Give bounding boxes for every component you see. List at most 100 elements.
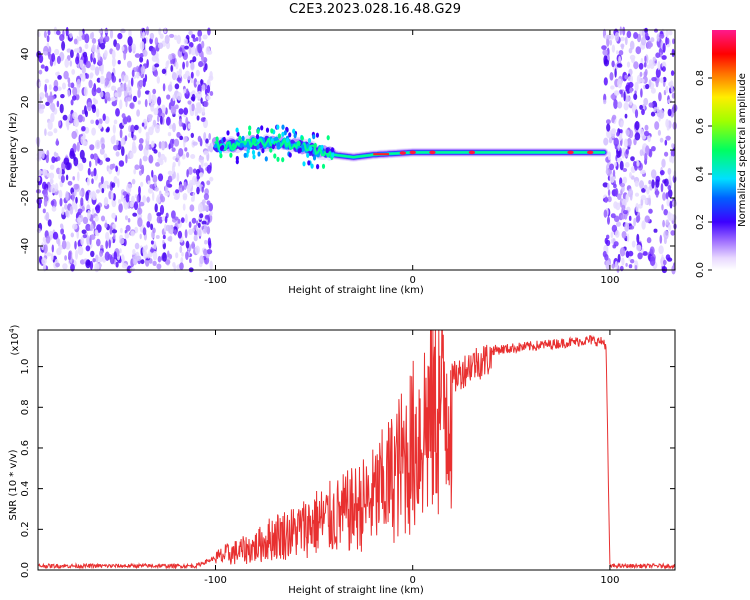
noise-speckle xyxy=(50,112,55,123)
noise-speckle xyxy=(206,200,211,205)
noise-speckle xyxy=(99,36,104,44)
signal-blob xyxy=(326,135,330,141)
noise-speckle xyxy=(64,255,67,261)
noise-speckle xyxy=(647,40,652,49)
spectrogram-y-ticks: -40 -20 0 20 40 xyxy=(20,48,675,254)
noise-speckle xyxy=(96,87,102,94)
noise-speckle xyxy=(196,115,200,121)
noise-speckle xyxy=(189,258,192,264)
noise-speckle xyxy=(619,160,624,171)
noise-speckle xyxy=(99,75,105,85)
x-tick-label: 100 xyxy=(600,575,619,586)
noise-speckle xyxy=(154,63,160,68)
noise-speckle xyxy=(65,210,69,218)
noise-speckle xyxy=(147,212,152,222)
noise-speckle xyxy=(669,200,673,209)
noise-speckle xyxy=(203,66,207,73)
noise-speckle xyxy=(662,76,667,83)
noise-speckle xyxy=(659,170,665,176)
noise-speckle xyxy=(184,45,190,50)
noise-speckle xyxy=(81,72,86,82)
signal-blob xyxy=(297,140,301,147)
noise-speckle xyxy=(38,108,44,114)
signal-blob xyxy=(248,125,252,131)
noise-speckle xyxy=(204,88,208,96)
noise-speckle xyxy=(153,149,158,154)
noise-speckle xyxy=(90,234,96,240)
noise-speckle xyxy=(153,69,159,77)
noise-speckle xyxy=(159,115,163,125)
noise-speckle xyxy=(185,60,189,68)
colorbar-tick-label: 0.2 xyxy=(695,214,706,230)
noise-speckle xyxy=(639,170,646,175)
noise-speckle xyxy=(618,133,623,141)
snr-y-scale-note: (x104) xyxy=(8,324,21,355)
noise-speckle xyxy=(162,83,166,92)
noise-speckle xyxy=(634,192,640,197)
noise-speckle xyxy=(154,203,158,213)
noise-speckle xyxy=(136,194,140,204)
noise-speckle xyxy=(185,251,189,260)
noise-speckle xyxy=(178,118,183,127)
noise-speckle xyxy=(113,251,118,260)
noise-speckle xyxy=(176,77,181,82)
noise-speckle xyxy=(182,193,188,199)
noise-speckle xyxy=(179,245,183,253)
noise-speckle xyxy=(658,33,665,39)
noise-speckle xyxy=(91,44,97,53)
noise-speckle xyxy=(183,88,187,94)
noise-speckle xyxy=(145,26,150,36)
noise-speckle xyxy=(138,126,142,134)
noise-speckle xyxy=(174,83,180,90)
x-tick-label: -100 xyxy=(204,575,227,586)
noise-speckle xyxy=(121,46,125,52)
noise-speckle xyxy=(69,60,73,67)
noise-speckle xyxy=(618,55,621,63)
noise-speckle xyxy=(99,148,105,155)
noise-speckle xyxy=(651,100,658,109)
noise-speckle xyxy=(630,156,635,162)
noise-speckle xyxy=(156,212,162,217)
noise-speckle xyxy=(134,242,140,250)
noise-speckle xyxy=(171,72,177,81)
noise-speckle xyxy=(619,89,623,95)
noise-speckle xyxy=(621,151,625,159)
noise-speckle xyxy=(111,212,116,219)
noise-speckle xyxy=(131,195,135,205)
noise-speckle xyxy=(152,88,157,95)
noise-speckle xyxy=(611,263,615,269)
noise-speckle xyxy=(141,164,145,175)
noise-speckle xyxy=(78,29,83,37)
noise-speckle xyxy=(65,26,69,37)
noise-speckle xyxy=(657,60,661,71)
noise-speckle xyxy=(647,135,651,143)
noise-speckle xyxy=(155,162,161,167)
noise-speckle xyxy=(644,124,649,131)
noise-speckle xyxy=(170,65,173,72)
snr-x-ticks: -100 0 100 xyxy=(204,330,619,586)
noise-speckle xyxy=(147,114,153,119)
noise-speckle xyxy=(113,119,118,125)
noise-speckle xyxy=(650,169,657,179)
noise-speckle xyxy=(89,32,94,40)
noise-speckle xyxy=(653,228,658,233)
signal-blob xyxy=(276,156,280,162)
noise-speckle xyxy=(114,92,119,98)
noise-speckle xyxy=(616,131,620,137)
noise-speckle xyxy=(188,42,194,48)
noise-speckle xyxy=(179,69,182,78)
noise-speckle xyxy=(200,51,204,60)
noise-speckle xyxy=(124,135,128,142)
noise-speckle xyxy=(634,81,639,92)
noise-speckle xyxy=(86,101,92,112)
noise-speckle xyxy=(664,151,669,157)
noise-speckle xyxy=(665,85,669,94)
noise-speckle xyxy=(201,199,206,205)
noise-speckle xyxy=(205,46,211,55)
noise-speckle xyxy=(629,225,635,230)
noise-speckle xyxy=(142,155,148,162)
noise-speckle xyxy=(197,29,203,38)
noise-speckle xyxy=(80,197,84,207)
noise-speckle xyxy=(62,82,66,90)
noise-speckle xyxy=(658,92,662,102)
